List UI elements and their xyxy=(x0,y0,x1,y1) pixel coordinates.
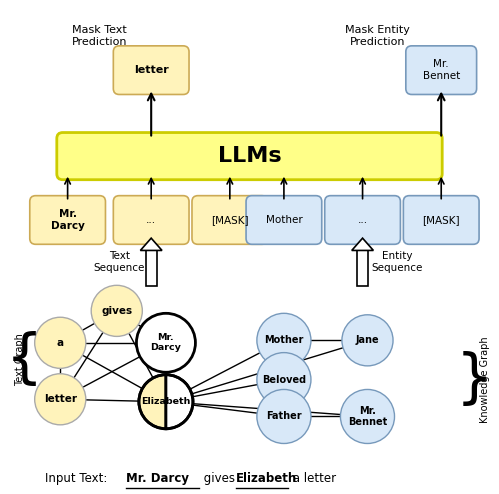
Text: Father: Father xyxy=(266,412,302,421)
Polygon shape xyxy=(352,238,373,250)
Polygon shape xyxy=(140,238,162,250)
Text: letter: letter xyxy=(44,394,77,404)
Text: Mr.
Darcy: Mr. Darcy xyxy=(51,209,84,231)
FancyBboxPatch shape xyxy=(192,196,267,245)
FancyBboxPatch shape xyxy=(113,196,189,245)
Text: Mr.
Bennet: Mr. Bennet xyxy=(348,406,387,427)
Text: Mother: Mother xyxy=(264,335,303,345)
Text: Mr.
Darcy: Mr. Darcy xyxy=(151,333,181,353)
Circle shape xyxy=(136,313,196,372)
FancyBboxPatch shape xyxy=(57,132,442,180)
Text: LLMs: LLMs xyxy=(218,146,281,166)
Circle shape xyxy=(340,389,395,444)
Text: Beloved: Beloved xyxy=(262,374,306,385)
Text: Elizabeth: Elizabeth xyxy=(236,472,297,486)
FancyBboxPatch shape xyxy=(403,196,479,245)
Circle shape xyxy=(342,315,393,366)
Circle shape xyxy=(257,389,311,444)
Text: a: a xyxy=(57,338,64,348)
Text: Mask Text
Prediction: Mask Text Prediction xyxy=(72,25,127,46)
FancyBboxPatch shape xyxy=(30,196,105,245)
Text: Text Graph: Text Graph xyxy=(15,333,25,386)
Text: [MASK]: [MASK] xyxy=(423,215,460,225)
Circle shape xyxy=(91,286,142,336)
FancyBboxPatch shape xyxy=(113,46,189,94)
Text: }: } xyxy=(456,351,493,408)
Text: Entity
Sequence: Entity Sequence xyxy=(371,251,423,273)
Text: Elizabeth: Elizabeth xyxy=(141,397,191,406)
FancyBboxPatch shape xyxy=(406,46,477,94)
Wedge shape xyxy=(166,375,193,429)
Text: gives: gives xyxy=(101,306,132,316)
FancyBboxPatch shape xyxy=(325,196,400,245)
Text: gives: gives xyxy=(200,472,239,486)
Circle shape xyxy=(257,353,311,407)
Text: Mr.
Bennet: Mr. Bennet xyxy=(423,59,460,81)
Text: Knowledge Graph: Knowledge Graph xyxy=(481,336,491,423)
Text: ...: ... xyxy=(146,215,156,225)
Text: Mother: Mother xyxy=(265,215,302,225)
FancyBboxPatch shape xyxy=(146,250,157,287)
Text: a letter: a letter xyxy=(289,472,336,486)
Text: Text
Sequence: Text Sequence xyxy=(93,251,145,273)
FancyBboxPatch shape xyxy=(246,196,322,245)
Text: Mr. Darcy: Mr. Darcy xyxy=(126,472,189,486)
Text: Jane: Jane xyxy=(356,335,379,345)
Text: Input Text:: Input Text: xyxy=(45,472,112,486)
Circle shape xyxy=(34,317,86,369)
Text: ...: ... xyxy=(357,215,368,225)
Circle shape xyxy=(34,374,86,425)
FancyBboxPatch shape xyxy=(357,250,368,287)
Text: {: { xyxy=(6,331,43,388)
Circle shape xyxy=(257,313,311,368)
Text: [MASK]: [MASK] xyxy=(211,215,249,225)
Wedge shape xyxy=(139,375,166,429)
Text: Mask Entity
Prediction: Mask Entity Prediction xyxy=(345,25,410,46)
Text: letter: letter xyxy=(134,65,169,75)
